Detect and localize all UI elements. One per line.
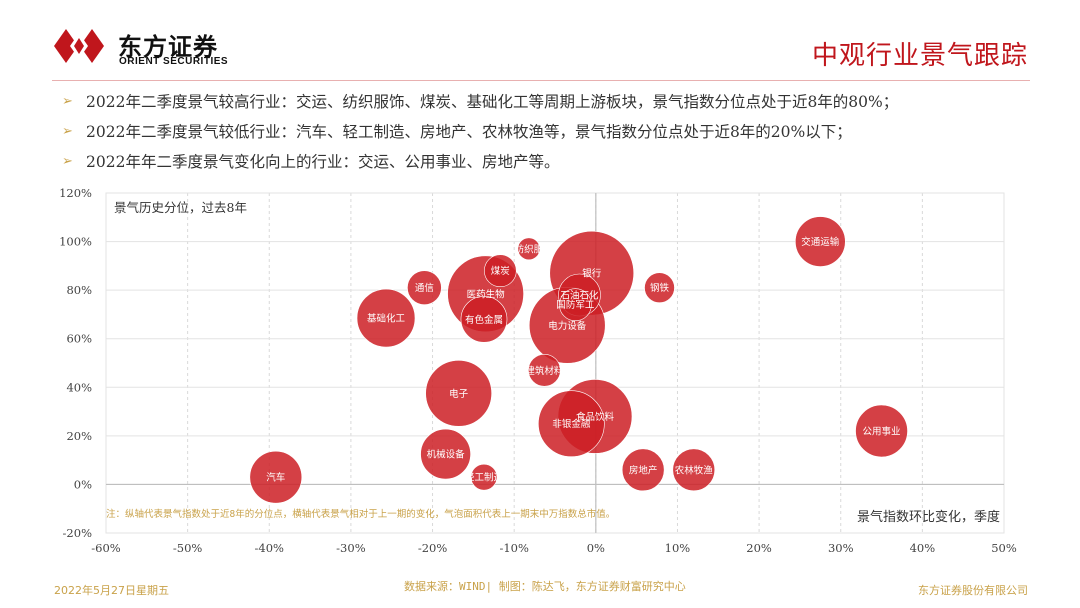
arrow-bullet-icon: ➢ (62, 154, 73, 169)
x-tick-label: 30% (828, 541, 854, 555)
bubble-label: 国防军工 (556, 299, 595, 311)
chart-note: 注：纵轴代表景气指数处于近8年的分位点，横轴代表景气相对于上一期的变化，气泡面积… (106, 508, 615, 520)
bubble-point (407, 270, 442, 306)
bubble-label: 机械设备 (427, 449, 466, 461)
header: 东方证券 ORIENT SECURITIES 中观行业景气跟踪 (0, 0, 1080, 81)
bullet-list: ➢ 2022年二季度景气较高行业：交运、纺织服饰、煤炭、基础化工等周期上游板块，… (62, 88, 1052, 178)
bubble-label: 煤炭 (491, 265, 511, 277)
y-tick-label: 20% (66, 429, 92, 443)
bubble-point (621, 448, 665, 492)
x-tick-label: 50% (991, 541, 1017, 555)
bubble-label: 房地产 (629, 464, 658, 476)
footer: 2022年5月27日星期五 数据来源：WIND| 制图：陈达飞，东方证券财富研究… (0, 578, 1080, 602)
x-tick-label: 0% (587, 541, 605, 555)
bubble-label: 公用事业 (863, 426, 901, 438)
bubble-label: 石油石化 (560, 290, 599, 302)
bullet-text: 2022年二季度景气较低行业：汽车、轻工制造、房地产、农林牧渔等，景气指数分位点… (86, 123, 852, 141)
bubble-label: 食品饮料 (576, 411, 615, 423)
bubble-point (855, 404, 908, 458)
bubble-label: 轻工制造 (465, 472, 504, 484)
bubble-point (460, 295, 508, 343)
x-tick-label: -20% (418, 541, 448, 555)
footer-source: 数据来源：WIND| 制图：陈达飞，东方证券财富研究中心 (404, 580, 686, 593)
bubble-label: 电子 (449, 388, 469, 400)
bubble-point (425, 360, 492, 427)
bullet-item: ➢ 2022年二季度景气较高行业：交运、纺织服饰、煤炭、基础化工等周期上游板块，… (62, 88, 1052, 118)
bubble-point (484, 254, 517, 288)
y-axis-label: 景气历史分位，过去8年 (114, 200, 247, 215)
brand-name-cn: 东方证券 (118, 33, 218, 61)
bubble-label: 通信 (415, 282, 434, 294)
orient-securities-logo-icon (54, 29, 104, 63)
x-tick-label: -50% (173, 541, 203, 555)
y-tick-label: -20% (63, 526, 93, 540)
y-tick-label: 0% (74, 477, 92, 491)
bubble-point (672, 448, 716, 492)
y-tick-label: 40% (66, 380, 92, 394)
footer-company: 东方证券股份有限公司 (918, 584, 1028, 597)
x-tick-label: -60% (91, 541, 121, 555)
bullet-item: ➢ 2022年年二季度景气变化向上的行业：交运、公用事业、房地产等。 (62, 148, 1052, 178)
bubble-label: 建筑材料 (525, 365, 564, 377)
bubble-point (517, 237, 541, 261)
footer-date: 2022年5月27日星期五 (54, 584, 169, 597)
header-divider (52, 80, 1030, 81)
chart-svg: -60% -50% -40% -30% -20% -10% 0% 10% 20% 30% 40% 50… (59, 186, 1017, 555)
x-tick-label: -10% (499, 541, 529, 555)
bullet-text: 2022年二季度景气较高行业：交运、纺织服饰、煤炭、基础化工等周期上游板块，景气… (86, 93, 899, 111)
bubble-label: 基础化工 (367, 313, 406, 325)
plot-area-border (105, 192, 1005, 534)
arrow-bullet-icon: ➢ (62, 94, 73, 109)
bubble-point (644, 272, 675, 304)
bubble-point (249, 450, 303, 504)
bubble-point (795, 216, 846, 267)
bubble-label: 交通运输 (801, 236, 840, 248)
brand-name-en: ORIENT SECURITIES (119, 56, 229, 67)
x-tick-label: 20% (746, 541, 772, 555)
bullet-text: 2022年年二季度景气变化向上的行业：交运、公用事业、房地产等。 (86, 153, 560, 171)
x-axis-label: 景气指数环比变化，季度 (857, 509, 1000, 525)
bubble-label: 有色金属 (465, 314, 503, 326)
bullet-item: ➢ 2022年二季度景气较低行业：汽车、轻工制造、房地产、农林牧渔等，景气指数分… (62, 118, 1052, 148)
arrow-bullet-icon: ➢ (62, 124, 73, 139)
x-tick-label: 40% (910, 541, 936, 555)
bubble-label: 银行 (582, 268, 602, 280)
bubble-point (528, 353, 561, 387)
bubble-point (470, 463, 498, 491)
bubble-chart: -60% -50% -40% -30% -20% -10% 0% 10% 20% 30% 40% 50… (0, 180, 1080, 570)
page-title: 中观行业景气跟踪 (811, 41, 1028, 71)
bubble-label: 农林牧渔 (675, 464, 714, 476)
bubble-point (356, 288, 416, 348)
bubble-point (559, 288, 592, 322)
y-tick-label: 80% (66, 283, 92, 297)
y-tick-label: 60% (66, 332, 92, 346)
bubble-point (538, 390, 605, 458)
bubble-label: 非银金融 (552, 418, 591, 430)
bubble-label: 汽车 (266, 472, 285, 484)
x-tick-label: -40% (255, 541, 285, 555)
bubble-label: 钢铁 (650, 282, 670, 294)
x-tick-label: 10% (665, 541, 691, 555)
y-tick-label: 100% (59, 235, 92, 249)
bubble-label: 医药生物 (467, 288, 506, 300)
bubble-label: 电力设备 (548, 320, 587, 332)
x-tick-label: -30% (336, 541, 366, 555)
bubble-label: 纺织服 (515, 243, 544, 255)
y-tick-label: 120% (59, 186, 92, 200)
bubble-point (420, 428, 471, 480)
